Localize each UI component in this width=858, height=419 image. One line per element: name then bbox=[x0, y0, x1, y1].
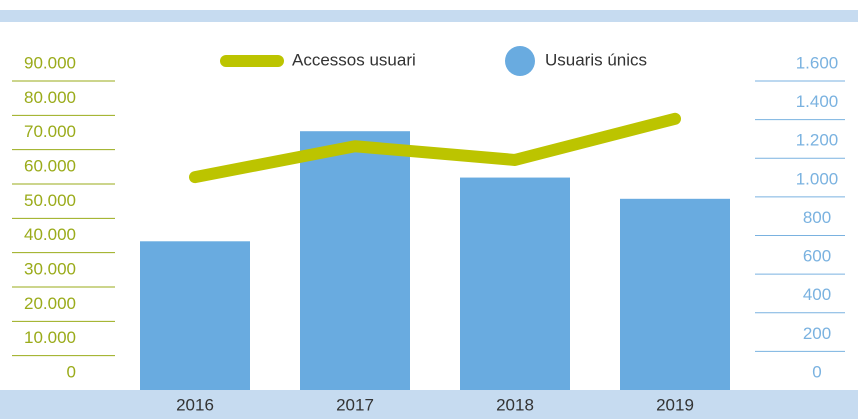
top-band bbox=[0, 10, 858, 22]
tick-label: 1.000 bbox=[796, 169, 839, 188]
tick-label: 50.000 bbox=[24, 191, 76, 210]
legend-label: Usuaris únics bbox=[545, 50, 647, 69]
tick-label: 600 bbox=[803, 247, 831, 266]
bottom-band bbox=[0, 390, 858, 419]
x-tick-label: 2017 bbox=[336, 395, 374, 414]
tick-label: 0 bbox=[812, 362, 821, 381]
bar bbox=[140, 241, 250, 390]
tick-label: 20.000 bbox=[24, 294, 76, 313]
bar bbox=[620, 198, 730, 390]
legend-label: Accessos usuari bbox=[292, 50, 416, 69]
tick-label: 0 bbox=[67, 362, 76, 381]
tick-label: 60.000 bbox=[24, 156, 76, 175]
tick-label: 1.400 bbox=[796, 92, 839, 111]
tick-label: 200 bbox=[803, 324, 831, 343]
x-tick-label: 2016 bbox=[176, 395, 214, 414]
tick-label: 10.000 bbox=[24, 328, 76, 347]
tick-label: 30.000 bbox=[24, 259, 76, 278]
line bbox=[189, 112, 681, 184]
x-tick-label: 2019 bbox=[656, 395, 694, 414]
tick-label: 800 bbox=[803, 208, 831, 227]
tick-label: 70.000 bbox=[24, 122, 76, 141]
bar bbox=[300, 131, 410, 390]
legend-swatch bbox=[505, 46, 535, 76]
tick-label: 40.000 bbox=[24, 225, 76, 244]
tick-label: 90.000 bbox=[24, 53, 76, 72]
tick-label: 400 bbox=[803, 285, 831, 304]
tick-label: 1.200 bbox=[796, 131, 839, 150]
bar bbox=[460, 177, 570, 390]
x-tick-label: 2018 bbox=[496, 395, 534, 414]
tick-label: 1.600 bbox=[796, 53, 839, 72]
tick-label: 80.000 bbox=[24, 88, 76, 107]
